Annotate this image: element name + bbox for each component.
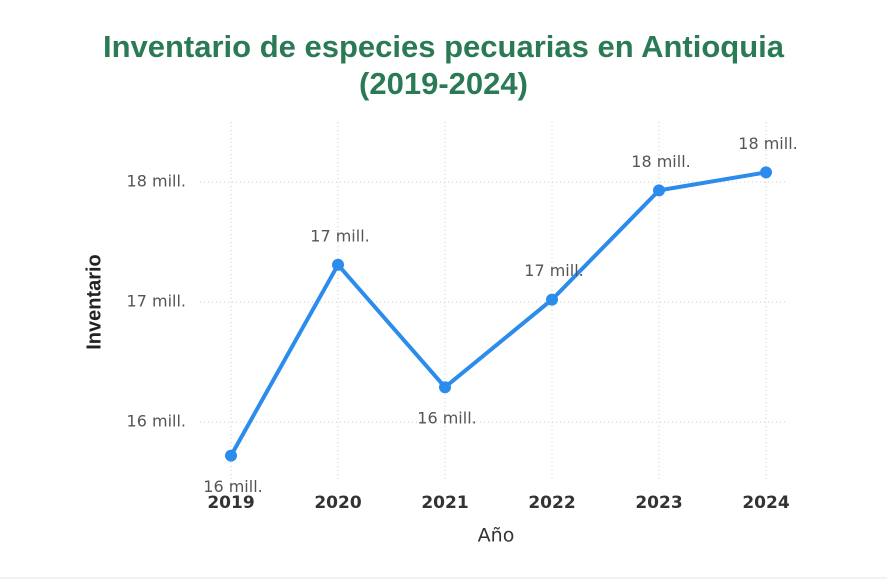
data-label: 16 mill. bbox=[417, 409, 476, 428]
point bbox=[225, 449, 237, 462]
y-axis-label: Inventario bbox=[83, 254, 105, 350]
y-tick-label: 18 mill. bbox=[127, 172, 186, 191]
data-label: 16 mill. bbox=[203, 477, 262, 496]
x-tick-label: 2022 bbox=[528, 493, 575, 513]
x-tick-label: 2020 bbox=[314, 493, 361, 513]
x-axis-label: Año bbox=[478, 525, 515, 547]
data-label: 17 mill. bbox=[310, 226, 369, 245]
chart-title: Inventario de especies pecuarias en Anti… bbox=[102, 29, 785, 101]
data-label: 18 mill. bbox=[738, 134, 797, 153]
x-tick-label: 2021 bbox=[421, 493, 468, 513]
y-tick-label: 17 mill. bbox=[127, 292, 186, 311]
x-tick-label: 2023 bbox=[635, 493, 682, 513]
point bbox=[760, 166, 772, 179]
point bbox=[332, 258, 344, 271]
x-tick-label: 2019 bbox=[207, 493, 254, 513]
point bbox=[439, 381, 451, 394]
data-label: 17 mill. bbox=[524, 261, 583, 280]
line bbox=[229, 170, 767, 457]
point bbox=[653, 184, 665, 197]
y-tick-label: 16 mill. bbox=[127, 412, 186, 431]
data-label: 18 mill. bbox=[631, 152, 690, 171]
x-tick-label: 2024 bbox=[742, 493, 789, 513]
point bbox=[546, 293, 558, 306]
